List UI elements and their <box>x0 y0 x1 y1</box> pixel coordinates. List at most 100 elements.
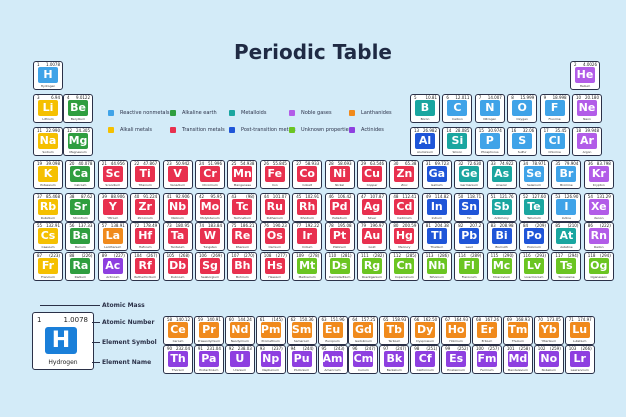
atomic-number: 50 <box>458 194 464 199</box>
element-name: Ruthenium <box>266 216 283 220</box>
atomic-mass: 140.12 <box>176 317 190 322</box>
atomic-number: 91 <box>197 346 203 351</box>
element-symbol: Ho <box>446 322 467 338</box>
legend-label: Metalloids <box>241 110 267 116</box>
atomic-mass: 195.08 <box>337 223 352 228</box>
atomic-number: 85 <box>555 223 561 228</box>
atomic-mass: 126.90 <box>564 194 579 199</box>
element-cell-th: 90 232.04 Th Thorium <box>163 345 193 374</box>
element-cell-pu: 94 (244) Pu Plutonium <box>286 345 317 374</box>
atomic-number: 93 <box>259 346 265 351</box>
element-name: Copernicium <box>394 275 414 279</box>
atomic-mass: 72.630 <box>467 161 482 166</box>
element-cell-pb: 82 207.2 Pb Lead <box>454 222 485 251</box>
element-name: Praseodymium <box>197 339 221 343</box>
atomic-number: 54 <box>587 194 593 199</box>
element-symbol: In <box>426 199 447 215</box>
element-name: Osmium <box>268 245 282 249</box>
element-symbol: Cn <box>394 258 415 274</box>
atomic-mass: 63.546 <box>370 161 384 166</box>
atomic-number: 12 <box>67 128 73 133</box>
atomic-mass: (278) <box>308 253 320 258</box>
element-name: Germanium <box>460 183 479 187</box>
element-symbol: Ne <box>577 100 597 116</box>
element-symbol: Es <box>446 351 467 367</box>
element-cell-ra: 88 (226) Ra Radium <box>65 252 96 281</box>
atomic-number: 45 <box>296 194 302 199</box>
atomic-mass: 9.0122 <box>76 95 90 100</box>
element-name: Rhodium <box>300 216 314 220</box>
element-cell-rn: 86 (222) Rn Radon <box>583 222 614 251</box>
element-name: Caesium <box>41 245 55 249</box>
element-name: Berkelium <box>386 368 402 372</box>
element-cell-ni: 28 58.693 Ni Nickel <box>324 160 355 189</box>
element-cell-in: 49 114.82 In Indium <box>421 193 452 222</box>
atomic-mass: 114.82 <box>434 194 449 199</box>
element-symbol: O <box>512 100 533 116</box>
element-name: Scandium <box>105 183 121 187</box>
element-symbol: Xe <box>588 199 609 215</box>
element-symbol: Dy <box>415 322 436 338</box>
element-symbol: W <box>200 228 220 244</box>
element-name: Indium <box>431 216 442 220</box>
element-name: Mercury <box>398 245 411 249</box>
atomic-mass: 15.999 <box>520 95 535 100</box>
element-symbol: N <box>479 100 500 116</box>
element-cell-be: 4 9.0122 Be Beryllium <box>63 94 93 123</box>
atomic-mass: 65.38 <box>404 161 417 166</box>
legend-swatch <box>170 127 176 133</box>
element-symbol: Mo <box>200 199 220 215</box>
atomic-mass: 178.49 <box>143 223 158 228</box>
atomic-number: 110 <box>328 253 337 258</box>
element-name: Curium <box>357 368 369 372</box>
atomic-number: 52 <box>523 194 529 199</box>
element-cell-no: 102 (259) No Nobelium <box>533 345 564 374</box>
element-cell-np: 93 (237) Np Neptunium <box>255 345 286 374</box>
element-name: Tin <box>466 216 472 220</box>
element-cell-dy: 66 162.50 Dy Dysprosium <box>410 316 441 345</box>
atomic-number: 88 <box>69 253 75 258</box>
element-name: Beryllium <box>70 117 86 121</box>
atomic-number: 102 <box>537 346 546 351</box>
element-symbol: Bk <box>384 351 405 367</box>
element-symbol: As <box>491 166 512 182</box>
element-symbol: Sb <box>491 199 512 215</box>
atomic-number: 81 <box>425 223 431 228</box>
element-name: Lead <box>465 245 473 249</box>
atomic-number: 96 <box>352 346 358 351</box>
legend-swatch <box>289 110 295 116</box>
atomic-number: 39 <box>101 194 107 199</box>
legend-swatch <box>170 110 176 116</box>
element-name: Sulfur <box>517 150 527 154</box>
atomic-mass: 1.0078 <box>46 62 60 67</box>
element-symbol: Ir <box>297 228 318 244</box>
element-symbol: B <box>415 100 435 116</box>
legend-item-reactive: Reactive nonmetals <box>108 110 169 116</box>
atomic-mass: (247) <box>395 346 407 351</box>
element-cell-o: 8 15.999 O Oxygen <box>507 94 538 123</box>
atomic-number: 53 <box>555 194 561 199</box>
element-name: Iridium <box>301 245 313 249</box>
element-name: Tennessine <box>558 275 575 279</box>
element-symbol: Y <box>102 199 123 215</box>
element-cell-f: 9 18.998 F Fluorine <box>539 94 570 123</box>
element-symbol: Zn <box>394 166 415 182</box>
atomic-mass: (294) <box>600 253 611 258</box>
element-name: Silicon <box>452 150 463 154</box>
atomic-number: 107 <box>231 253 240 258</box>
atomic-number: 74 <box>199 223 205 228</box>
atomic-number: 69 <box>506 317 512 322</box>
atomic-number: 79 <box>361 223 367 228</box>
element-symbol: Ac <box>102 258 123 274</box>
element-cell-fe: 26 55.845 Fe Iron <box>259 160 290 189</box>
element-name: Livermorium <box>524 275 544 279</box>
element-name: Astatine <box>560 245 573 249</box>
element-name: Holmium <box>449 339 463 343</box>
element-cell-er: 68 167.26 Er Erbium <box>472 316 502 345</box>
element-symbol: Hg <box>394 228 415 244</box>
element-symbol: Co <box>297 166 318 182</box>
atomic-number: 105 <box>166 253 175 258</box>
atomic-mass: 174.97 <box>577 317 592 322</box>
legend-label: Noble gases <box>301 110 332 116</box>
element-symbol: Tm <box>507 322 528 338</box>
